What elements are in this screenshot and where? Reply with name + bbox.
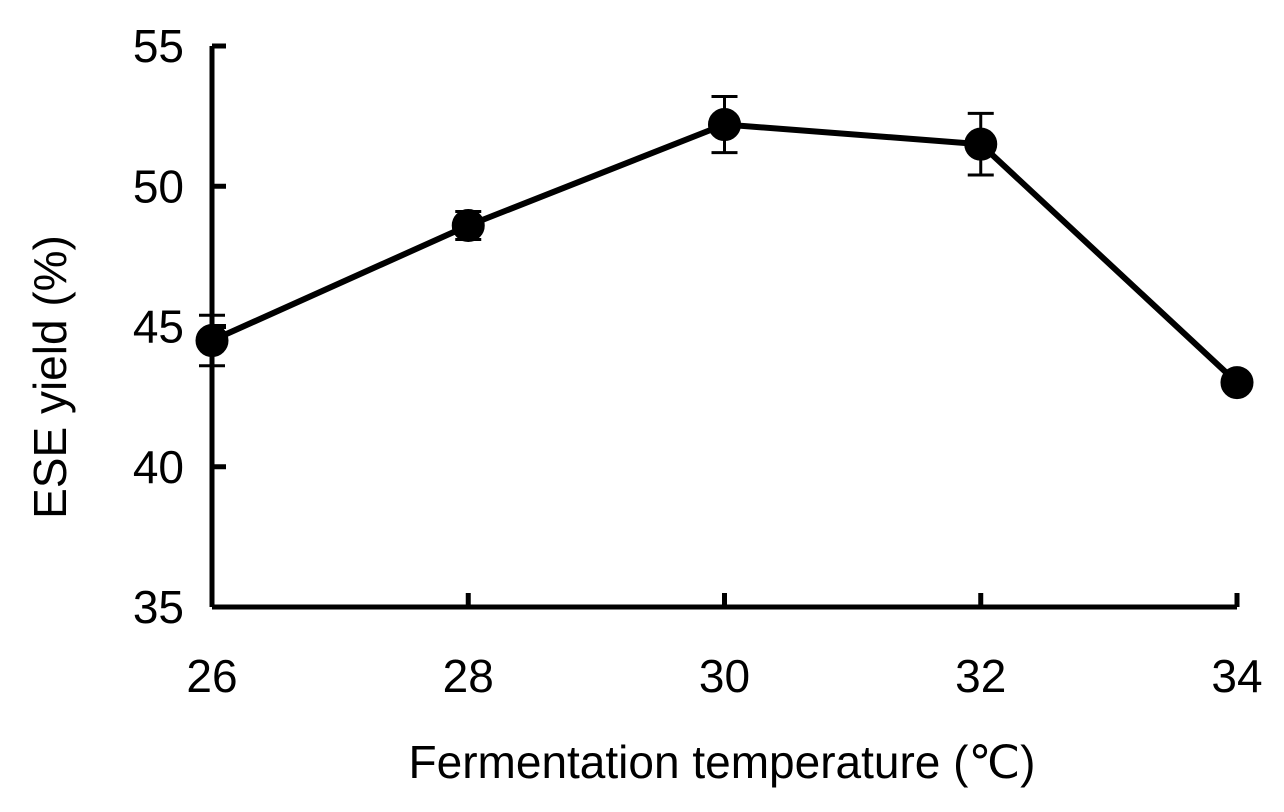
x-tick-label: 30 xyxy=(699,650,750,702)
y-tick-label: 55 xyxy=(133,20,184,72)
data-point xyxy=(964,127,998,161)
y-axis-label: ESE yield (%) xyxy=(24,235,76,519)
data-point xyxy=(708,108,741,142)
x-axis-label: Fermentation temperature (℃) xyxy=(409,736,1036,788)
y-ticks: 35 40 45 50 55 xyxy=(133,20,226,633)
x-tick-label: 34 xyxy=(1211,650,1262,702)
data-point xyxy=(195,324,229,358)
series-1 xyxy=(195,94,1254,400)
axes: 35 40 45 50 55 26 28 30 32 34 xyxy=(133,20,1263,702)
data-point xyxy=(451,209,485,243)
data-point xyxy=(1220,366,1254,400)
x-tick-label: 26 xyxy=(186,650,237,702)
y-tick-label: 40 xyxy=(133,441,184,493)
y-tick-label: 50 xyxy=(133,160,184,212)
x-tick-label: 32 xyxy=(955,650,1006,702)
y-tick-label: 45 xyxy=(133,301,184,353)
series-line xyxy=(210,121,1240,385)
y-tick-label: 35 xyxy=(133,581,184,633)
series-layer xyxy=(195,94,1254,400)
x-ticks: 26 28 30 32 34 xyxy=(186,593,1263,702)
x-tick-label: 28 xyxy=(443,650,494,702)
